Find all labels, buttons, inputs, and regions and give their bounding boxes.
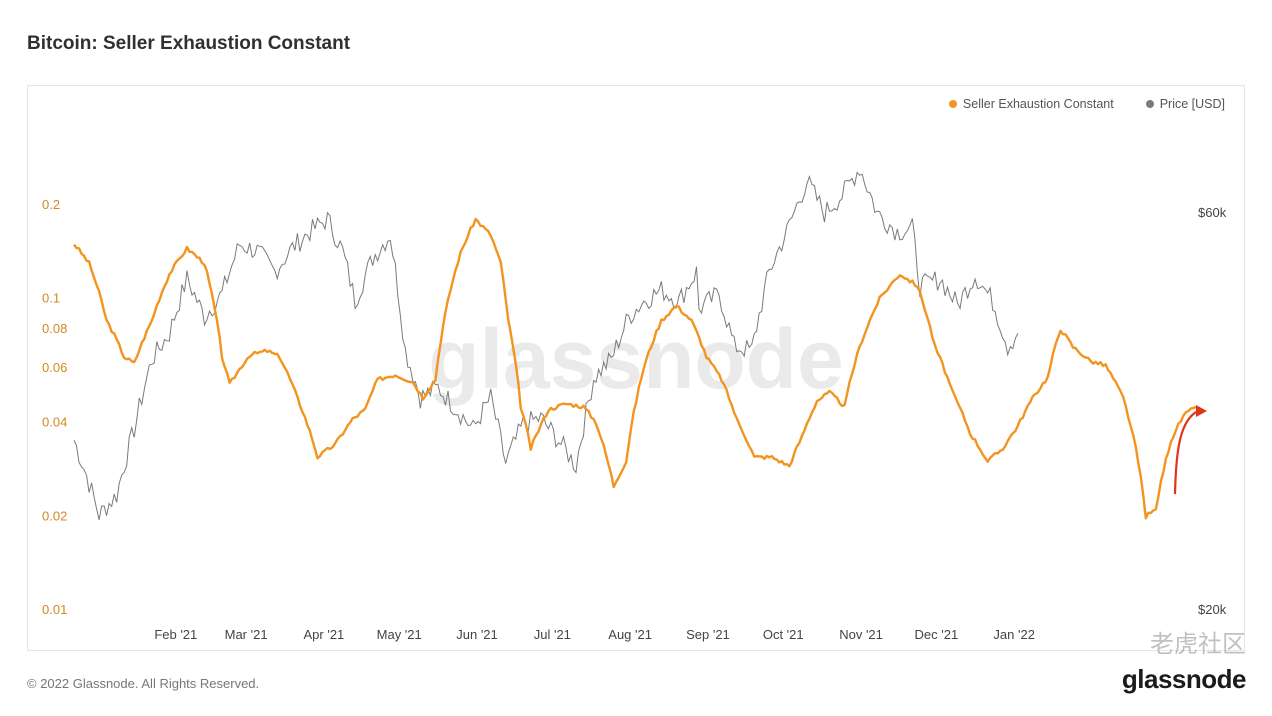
x-tick-label: Apr '21: [304, 627, 345, 642]
y-left-tick-label: 0.04: [42, 415, 67, 430]
y-left-tick-label: 0.08: [42, 321, 67, 336]
price-series: [73, 171, 1019, 521]
x-tick-label: Sep '21: [686, 627, 730, 642]
legend-price-swatch: [1145, 100, 1154, 108]
source-watermark: 老虎社区: [1150, 631, 1246, 658]
chart-watermark: glassnode: [428, 312, 843, 406]
legend-sec-label: Seller Exhaustion Constant: [962, 97, 1114, 111]
y-right-tick-label: $60k: [1198, 205, 1227, 220]
left-axis: 0.2 0.1 0.08 0.06 0.04 0.02 0.01: [42, 197, 67, 617]
sec-series: [73, 217, 1197, 520]
x-tick-label: Feb '21: [154, 627, 197, 642]
legend-price-label: Price [USD]: [1159, 97, 1225, 111]
trend-arrow: [1173, 405, 1207, 495]
sec-line: [73, 217, 1197, 520]
x-tick-label: Aug '21: [608, 627, 652, 642]
x-axis: Feb '21 Mar '21 Apr '21 May '21 Jun '21 Jul '…: [154, 627, 1035, 642]
x-tick-label: Jan '22: [993, 627, 1035, 642]
y-left-tick-label: 0.01: [42, 602, 67, 617]
y-left-tick-label: 0.06: [42, 360, 67, 375]
chart-panel: [27, 85, 1245, 651]
copyright-footer: © 2022 Glassnode. All Rights Reserved.: [27, 676, 260, 691]
arrow-shaft: [1173, 410, 1199, 495]
x-tick-label: Jun '21: [456, 627, 498, 642]
price-line: [73, 171, 1019, 521]
chart-title: Bitcoin: Seller Exhaustion Constant: [27, 33, 351, 54]
legend-item-price[interactable]: Price [USD]: [1145, 97, 1225, 111]
y-right-tick-label: $20k: [1198, 602, 1227, 617]
x-tick-label: Oct '21: [763, 627, 804, 642]
x-tick-label: Nov '21: [839, 627, 883, 642]
x-tick-label: Mar '21: [225, 627, 268, 642]
legend-item-sec[interactable]: Seller Exhaustion Constant: [948, 97, 1114, 111]
y-left-tick-label: 0.2: [42, 197, 60, 212]
brand-logo: glassnode: [1121, 664, 1247, 694]
x-tick-label: May '21: [377, 627, 422, 642]
y-left-tick-label: 0.1: [42, 291, 60, 306]
right-axis: $60k $20k: [1198, 205, 1227, 617]
legend: Seller Exhaustion Constant Price [USD]: [948, 97, 1225, 111]
arrow-head: [1196, 405, 1207, 417]
x-tick-label: Jul '21: [534, 627, 571, 642]
x-tick-label: Dec '21: [915, 627, 959, 642]
y-left-tick-label: 0.02: [42, 508, 67, 523]
legend-sec-swatch: [948, 100, 957, 108]
